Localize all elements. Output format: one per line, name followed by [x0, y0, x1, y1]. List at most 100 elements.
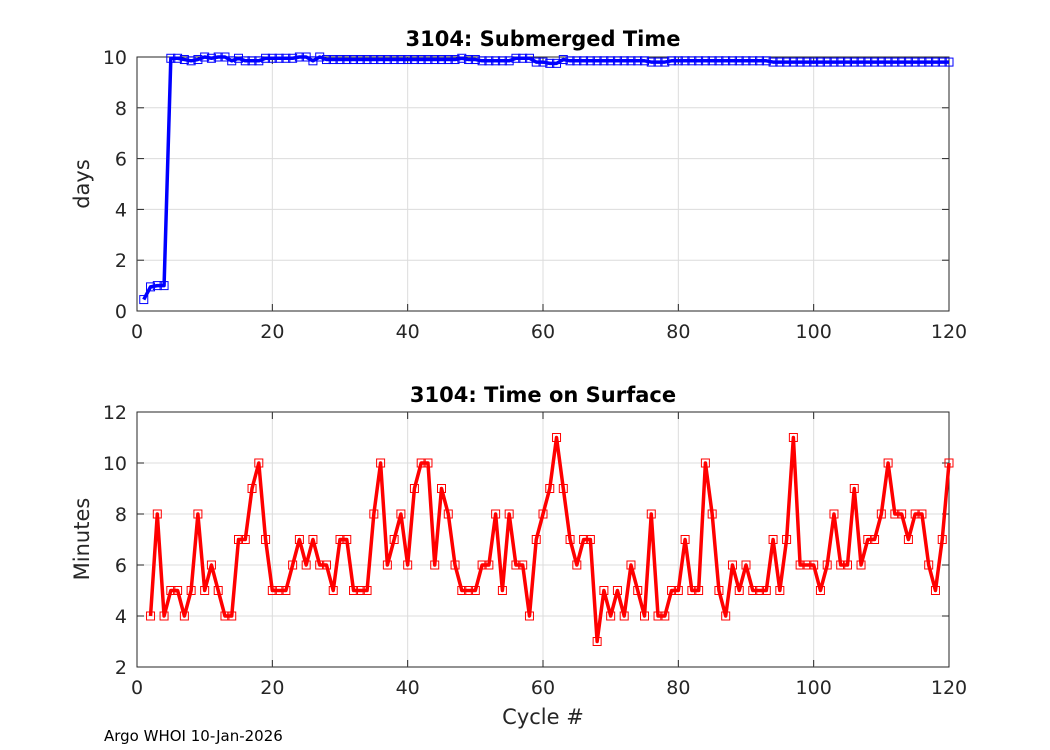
time-on-surface-data-point	[477, 560, 487, 570]
time-on-surface-data-point	[355, 586, 365, 595]
time-on-surface-data-point	[579, 535, 589, 544]
submerged-time-data-point	[883, 57, 893, 67]
submerged-time-data-point	[565, 56, 575, 66]
submerged-time-data-point	[146, 282, 156, 292]
time-on-surface-data-point	[369, 509, 379, 519]
time-on-surface-data-point	[159, 611, 169, 621]
time-on-surface-data-point	[389, 535, 399, 544]
submerged-time-data-point	[924, 57, 934, 67]
time-on-surface-data-point	[227, 611, 237, 621]
time-on-surface-data-point	[538, 509, 548, 519]
submerged-time-data-point	[660, 57, 670, 67]
submerged-time-data-point	[288, 53, 298, 63]
time-on-surface-data-point	[856, 560, 866, 570]
time-on-surface-data-point	[768, 535, 778, 544]
time-on-surface-data-point	[261, 535, 271, 544]
time-on-surface-data-point	[592, 637, 602, 646]
submerged-time-data-point	[511, 53, 521, 63]
time-on-surface-data-point	[403, 560, 413, 570]
time-on-surface-data-point	[612, 586, 622, 595]
time-on-surface-data-point	[599, 586, 609, 595]
time-on-surface-data-point	[897, 509, 907, 519]
time-on-surface-data-point	[653, 611, 663, 621]
time-on-surface-data-point	[267, 586, 277, 595]
time-on-surface-data-point	[288, 560, 298, 570]
submerged-time-data-point	[937, 57, 947, 67]
time-on-surface-data-point	[308, 535, 318, 544]
time-on-surface-data-point	[382, 560, 392, 570]
time-on-surface-xtick-label: 20	[260, 677, 284, 699]
time-on-surface-ytick-label: 2	[115, 657, 127, 679]
time-on-surface-data-point	[301, 560, 311, 570]
submerged-time-data-point	[362, 55, 372, 65]
time-on-surface-data-point	[795, 560, 805, 570]
submerged-time-data-point	[477, 56, 487, 66]
submerged-time-data-point	[206, 53, 216, 63]
time-on-surface-data-point	[240, 535, 250, 544]
time-on-surface-data-point	[687, 586, 697, 595]
submerged-time-data-point	[470, 55, 480, 65]
time-on-surface-data-point	[349, 586, 359, 595]
time-on-surface-data-point	[572, 560, 582, 570]
submerged-time-data-point	[274, 53, 284, 63]
submerged-time-data-point	[166, 53, 176, 63]
submerged-time-data-point	[227, 56, 237, 66]
submerged-time-data-point	[673, 56, 683, 66]
submerged-time-ytick-label: 2	[115, 250, 127, 272]
time-on-surface-data-point	[470, 586, 480, 595]
time-on-surface-data-point	[511, 560, 521, 570]
submerged-time-data-point	[687, 56, 697, 66]
submerged-time-data-point	[768, 57, 778, 67]
time-on-surface-data-point	[146, 611, 156, 621]
submerged-time-data-point	[396, 55, 406, 65]
time-on-surface-data-point	[883, 458, 893, 468]
submerged-time-data-point	[592, 56, 602, 66]
time-on-surface-ylabel: Minutes	[70, 498, 94, 581]
time-on-surface-data-point	[518, 560, 528, 570]
submerged-time-data-point	[843, 57, 852, 67]
submerged-time-grid	[137, 57, 949, 311]
time-on-surface-data-point	[186, 586, 196, 595]
submerged-time-data-point	[545, 58, 555, 68]
submerged-time-data-point	[213, 52, 223, 62]
time-on-surface-data-point	[247, 484, 257, 493]
time-on-surface-data-point	[930, 586, 940, 595]
time-on-surface-data-point	[809, 560, 819, 570]
time-on-surface-ytick-label: 4	[115, 606, 127, 628]
submerged-time-data-point	[903, 57, 913, 67]
submerged-time-data-point	[416, 55, 426, 65]
submerged-time-data-point	[558, 55, 568, 65]
time-on-surface-data-point	[531, 535, 541, 544]
time-on-surface-data-point	[849, 484, 859, 493]
time-on-surface-data-point	[782, 535, 792, 544]
submerged-time-data-point	[328, 55, 338, 65]
submerged-time-xtick-label: 40	[396, 321, 420, 343]
submerged-time-data-point	[646, 57, 656, 67]
time-on-surface-data-point	[694, 586, 704, 595]
time-on-surface-xlabel: Cycle #	[502, 705, 584, 729]
submerged-time-data-point	[815, 57, 825, 67]
submerged-time-data-point	[450, 55, 460, 65]
submerged-time-data-point	[538, 57, 548, 67]
submerged-time-data-point	[139, 295, 149, 305]
time-on-surface-data-point	[193, 509, 203, 519]
submerged-time-data-point	[870, 57, 880, 67]
time-on-surface-data-point	[362, 586, 372, 595]
submerged-time-data-point	[741, 56, 751, 66]
time-on-surface-series	[146, 433, 954, 646]
submerged-time-series	[139, 52, 954, 305]
submerged-time-xtick-label: 80	[666, 321, 690, 343]
time-on-surface-data-point	[206, 560, 216, 570]
submerged-time-data-point	[836, 57, 846, 67]
time-on-surface-data-point	[524, 611, 534, 621]
submerged-time-data-point	[504, 56, 514, 66]
time-on-surface-data-point	[457, 586, 467, 595]
submerged-time-data-point	[782, 57, 792, 67]
submerged-time-data-point	[382, 55, 392, 65]
time-on-surface-data-point	[552, 433, 562, 442]
time-on-surface-data-point	[633, 586, 643, 595]
time-on-surface-data-point	[484, 560, 494, 570]
time-on-surface-data-point	[416, 458, 426, 468]
time-on-surface-data-point	[152, 509, 162, 519]
